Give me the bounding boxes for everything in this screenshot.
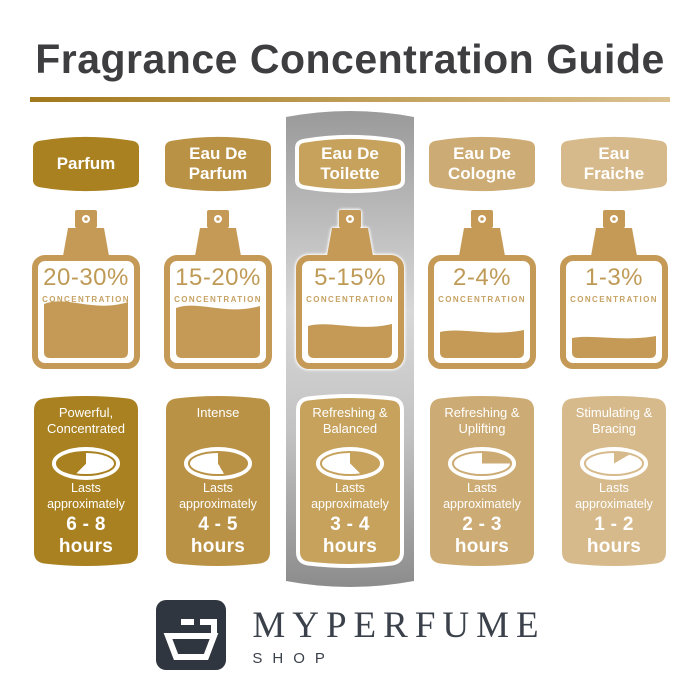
concentration-caption: CONCENTRATION [42,295,130,304]
character-label: Powerful, Concentrated [46,405,126,437]
column-parfum: Parfum 20-30% CONCENTRATION Powerfu [30,106,142,570]
fragrance-type-label: Eau De Parfum [188,143,248,183]
fragrance-type-banner: Parfum [30,132,142,196]
fragrance-type-banner: Eau Fraiche [558,132,670,196]
concentration-percentage: 15-20% [175,264,261,291]
lasts-label: Lasts approximately [179,480,257,511]
concentration-caption: CONCENTRATION [306,295,394,304]
concentration-caption: CONCENTRATION [570,295,658,304]
column-eau-de-toilette: Eau De Toilette 5-15% CONCENTRATION [294,106,406,570]
duration-card: Stimulating & Bracing Lasts approximatel… [558,392,670,570]
clock-pie-icon [448,447,516,480]
brand-name: MYPERFUME [252,604,546,646]
lasts-label: Lasts approximately [443,480,521,511]
duration-value: 4 - 5 hours [190,514,246,557]
perfume-basket-icon [156,600,227,670]
concentration-percentage: 2-4% [452,264,512,291]
duration-card: Refreshing & Uplifting Lasts approximate… [426,392,538,570]
brand-footer: MYPERFUME SHOP [0,598,700,672]
concentration-caption: CONCENTRATION [174,295,262,304]
lasts-label: Lasts approximately [311,480,389,511]
fragrance-type-banner: Eau De Cologne [426,132,538,196]
perfume-bottle-icon: 1-3% CONCENTRATION [558,208,670,370]
brand-subtitle: SHOP [252,649,335,667]
fragrance-type-banner: Eau De Parfum [162,132,274,196]
duration-value: 1 - 2 hours [586,514,642,557]
duration-card: Powerful, Concentrated Lasts approximate… [30,392,142,570]
clock-pie-icon [316,447,384,480]
duration-value: 3 - 4 hours [322,514,378,557]
duration-value: 2 - 3 hours [454,514,510,557]
column-eau-de-parfum: Eau De Parfum 15-20% CONCENTRATION [162,106,274,570]
character-label: Refreshing & Uplifting [444,405,520,437]
concentration-percentage: 1-3% [584,264,644,291]
columns-container: Parfum 20-30% CONCENTRATION Powerfu [30,106,670,570]
clock-pie-icon [184,447,252,480]
perfume-bottle-icon: 15-20% CONCENTRATION [162,208,274,370]
character-label: Refreshing & Balanced [312,405,388,437]
title-divider [30,97,670,102]
perfume-bottle-icon: 20-30% CONCENTRATION [30,208,142,370]
fragrance-type-label: Eau De Cologne [448,143,516,183]
column-eau-de-cologne: Eau De Cologne 2-4% CONCENTRATION R [426,106,538,570]
concentration-percentage: 5-15% [314,264,386,291]
perfume-bottle-icon: 5-15% CONCENTRATION [294,208,406,370]
character-label: Intense [196,405,240,420]
duration-card: Intense Lasts approximately 4 - 5 hours [162,392,274,570]
duration-value: 6 - 8 hours [58,514,114,557]
character-label: Stimulating & Bracing [575,405,653,437]
column-eau-fraiche: Eau Fraiche 1-3% CONCENTRATION Stim [558,106,670,570]
concentration-percentage: 20-30% [43,264,129,291]
clock-pie-icon [52,447,120,480]
lasts-label: Lasts approximately [47,480,125,511]
fragrance-type-label: Parfum [56,153,116,173]
duration-card: Refreshing & Balanced Lasts approximatel… [294,392,406,570]
fragrance-type-label: Eau Fraiche [583,143,645,183]
page-title: Fragrance Concentration Guide [35,36,665,82]
fragrance-type-banner: Eau De Toilette [294,132,406,196]
concentration-caption: CONCENTRATION [438,295,526,304]
lasts-label: Lasts approximately [575,480,653,511]
fragrance-type-label: Eau De Toilette [320,143,380,183]
clock-pie-icon [580,447,648,480]
perfume-bottle-icon: 2-4% CONCENTRATION [426,208,538,370]
